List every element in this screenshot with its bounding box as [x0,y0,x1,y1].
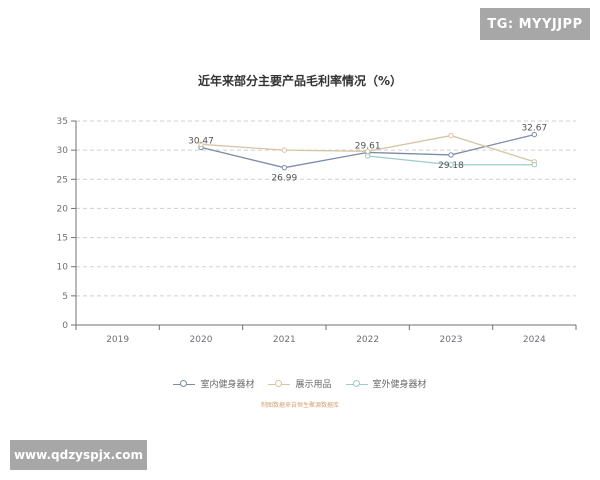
legend-swatch-outdoor-icon [345,379,368,389]
x-tick-label: 2020 [190,335,213,345]
y-tick-label: 15 [57,234,68,244]
data-point-series-2 [281,147,288,153]
data-label-series-1: 26.99 [271,174,297,184]
data-point-series-3 [364,153,371,159]
data-point-series-2 [198,141,204,148]
legend-label-outdoor: 室外健身器材 [372,380,427,390]
data-point-series-3 [531,162,538,168]
y-tick-label: 25 [57,175,68,185]
legend-label-indoor: 室内健身器材 [200,380,255,390]
legend-item-outdoor[interactable]: 室外健身器材 [345,377,427,390]
legend-label-display: 展示用品 [295,380,332,390]
data-label-series-1: 29.18 [438,161,464,171]
data-point-series-3 [448,162,454,168]
chart-title: 近年来部分主要产品毛利率情况（%） [197,74,403,88]
x-tick-label: 2024 [523,335,546,345]
y-tick-label: 10 [57,263,69,273]
data-label-series-1: 30.47 [188,136,214,146]
legend-item-display[interactable]: 展示用品 [268,377,332,390]
y-tick-label: 5 [62,292,68,302]
y-tick-label: 20 [57,204,69,214]
y-tick-label: 0 [62,321,68,331]
source-note: 制图数据来自恒生聚源数据库 [260,402,339,409]
chart-legend: 室内健身器材 展示用品 室外健身器材 [0,377,600,390]
data-label-series-1: 32.67 [521,124,547,134]
tg-watermark-badge: TG: MYYJJPP [480,8,590,40]
legend-swatch-indoor-icon [173,379,196,389]
y-tick-label: 30 [57,146,69,156]
x-tick-label: 2019 [106,335,129,345]
x-tick-label: 2021 [273,335,296,345]
x-tick-label: 2023 [440,335,463,345]
legend-swatch-display-icon [268,379,291,389]
site-url-badge: www.qdzyspjx.com [10,440,147,470]
data-label-series-1: 29.61 [355,141,381,151]
y-tick-label: 35 [57,117,68,127]
legend-item-indoor[interactable]: 室内健身器材 [173,377,254,390]
data-point-series-2 [448,132,454,139]
x-tick-label: 2022 [356,335,379,345]
data-point-series-1 [448,152,454,158]
data-point-series-1 [531,131,538,138]
data-point-series-1 [281,164,288,171]
